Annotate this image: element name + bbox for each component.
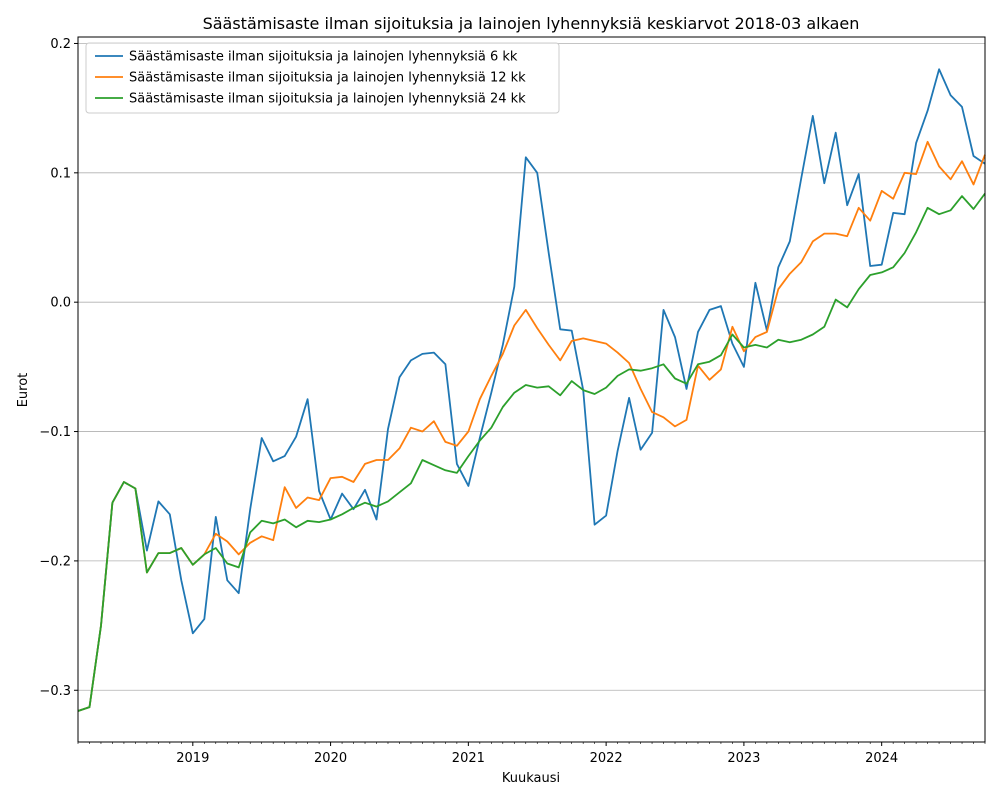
x-tick-label: 2021	[452, 751, 485, 766]
y-tick-label: −0.3	[39, 684, 71, 699]
y-axis-label: Eurot	[16, 373, 31, 408]
legend-label: Säästämisaste ilman sijoituksia ja laino…	[129, 50, 518, 65]
grid	[78, 43, 985, 691]
y-tick-label: 0.1	[50, 166, 71, 181]
legend: Säästämisaste ilman sijoituksia ja laino…	[85, 42, 560, 114]
series-line-3	[77, 192, 986, 712]
x-tick-label: 2024	[865, 751, 898, 766]
series-line-1	[77, 68, 986, 712]
x-tick-label: 2019	[176, 751, 209, 766]
x-tick-label: 2020	[314, 751, 347, 766]
y-tick-label: 0.0	[50, 296, 71, 311]
legend-label: Säästämisaste ilman sijoituksia ja laino…	[129, 71, 526, 86]
series-line-2	[77, 140, 986, 712]
series-lines	[77, 68, 986, 712]
y-tick-label: −0.2	[39, 554, 71, 569]
x-axis-ticks: 2019 2020 2021 2022 2023 2024	[77, 742, 986, 766]
plot-frame	[77, 36, 986, 743]
y-tick-label: 0.2	[50, 37, 71, 52]
y-axis-ticks: −0.3 −0.2 −0.1 0.0 0.1 0.2	[39, 37, 78, 699]
chart-title: Säästämisaste ilman sijoituksia ja laino…	[203, 14, 860, 33]
x-tick-label: 2023	[727, 751, 760, 766]
x-tick-label: 2022	[590, 751, 623, 766]
y-tick-label: −0.1	[39, 425, 71, 440]
legend-box	[85, 42, 560, 114]
legend-label: Säästämisaste ilman sijoituksia ja laino…	[129, 92, 526, 107]
x-axis-label: Kuukausi	[502, 771, 560, 786]
